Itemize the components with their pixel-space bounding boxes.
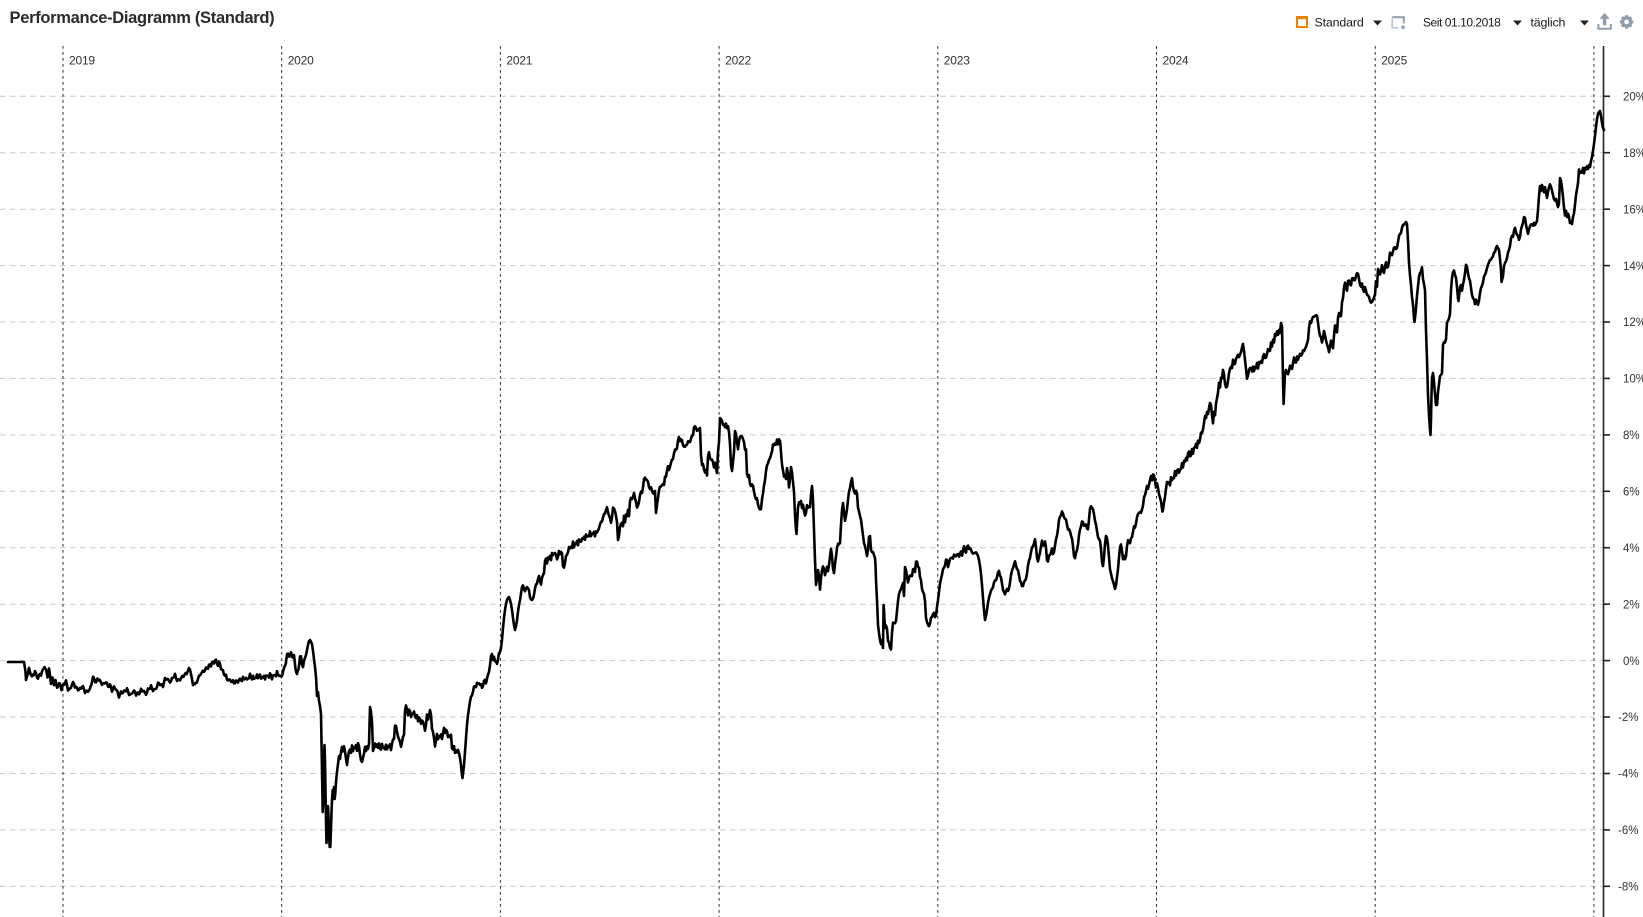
svg-text:6%: 6%	[1623, 487, 1640, 499]
svg-text:18%: 18%	[1623, 148, 1643, 160]
svg-text:-2%: -2%	[1618, 712, 1638, 724]
svg-text:2021: 2021	[506, 54, 532, 68]
svg-text:Standard: Standard	[1315, 15, 1364, 29]
svg-text:-4%: -4%	[1618, 769, 1638, 781]
svg-text:4%: 4%	[1623, 543, 1640, 555]
svg-text:2019: 2019	[69, 54, 95, 68]
svg-text:10%: 10%	[1623, 374, 1643, 386]
svg-text:8%: 8%	[1623, 430, 1640, 442]
svg-text:2%: 2%	[1623, 599, 1640, 611]
svg-text:Seit 01.10.2018: Seit 01.10.2018	[1423, 15, 1501, 29]
svg-text:-8%: -8%	[1618, 882, 1638, 894]
svg-text:2020: 2020	[288, 54, 314, 68]
svg-text:täglich: täglich	[1531, 15, 1566, 29]
svg-text:20%: 20%	[1623, 92, 1643, 104]
svg-text:-6%: -6%	[1618, 825, 1638, 837]
svg-text:2025: 2025	[1381, 54, 1407, 68]
svg-text:2024: 2024	[1163, 54, 1189, 68]
svg-text:0%: 0%	[1623, 656, 1640, 668]
svg-text:2022: 2022	[725, 54, 751, 68]
svg-text:2023: 2023	[944, 54, 970, 68]
svg-text:16%: 16%	[1623, 204, 1643, 216]
svg-text:12%: 12%	[1623, 317, 1643, 329]
svg-text:14%: 14%	[1623, 261, 1643, 273]
